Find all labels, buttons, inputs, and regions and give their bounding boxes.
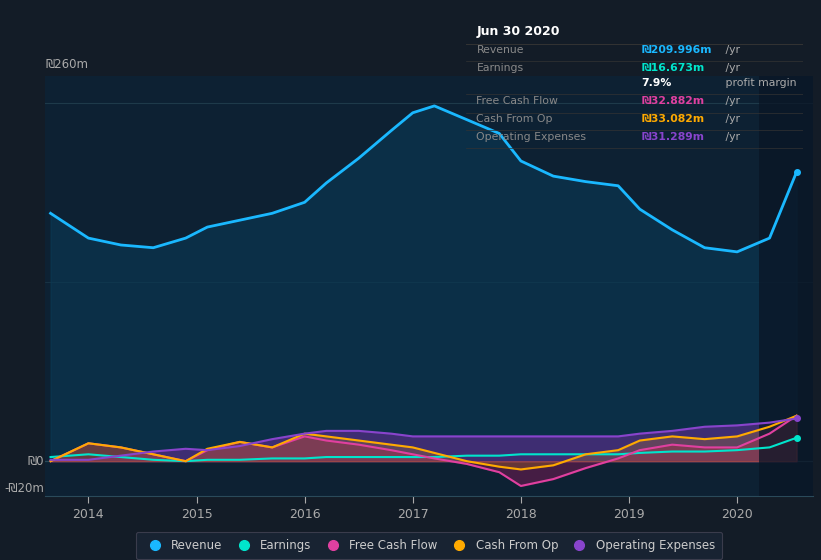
Text: /yr: /yr: [722, 45, 741, 55]
Text: Revenue: Revenue: [476, 45, 524, 55]
Text: /yr: /yr: [722, 114, 741, 124]
Text: Operating Expenses: Operating Expenses: [476, 132, 586, 142]
Text: -₪20m: -₪20m: [4, 482, 44, 495]
Text: ₪16.673m: ₪16.673m: [641, 63, 704, 73]
Text: ₪260m: ₪260m: [45, 58, 88, 71]
Text: /yr: /yr: [722, 63, 741, 73]
Text: /yr: /yr: [722, 96, 741, 106]
Bar: [759, 69, 813, 496]
Text: Jun 30 2020: Jun 30 2020: [476, 25, 560, 38]
Text: Free Cash Flow: Free Cash Flow: [476, 96, 558, 106]
Text: ₪0: ₪0: [28, 455, 44, 468]
Text: ₪33.082m: ₪33.082m: [641, 114, 704, 124]
Text: ₪31.289m: ₪31.289m: [641, 132, 704, 142]
Text: ₪32.882m: ₪32.882m: [641, 96, 704, 106]
Text: 7.9%: 7.9%: [641, 78, 672, 88]
Text: Earnings: Earnings: [476, 63, 524, 73]
Text: profit margin: profit margin: [722, 78, 796, 88]
Text: ₪209.996m: ₪209.996m: [641, 45, 712, 55]
Text: Cash From Op: Cash From Op: [476, 114, 553, 124]
Text: /yr: /yr: [722, 132, 741, 142]
Legend: Revenue, Earnings, Free Cash Flow, Cash From Op, Operating Expenses: Revenue, Earnings, Free Cash Flow, Cash …: [135, 532, 722, 559]
